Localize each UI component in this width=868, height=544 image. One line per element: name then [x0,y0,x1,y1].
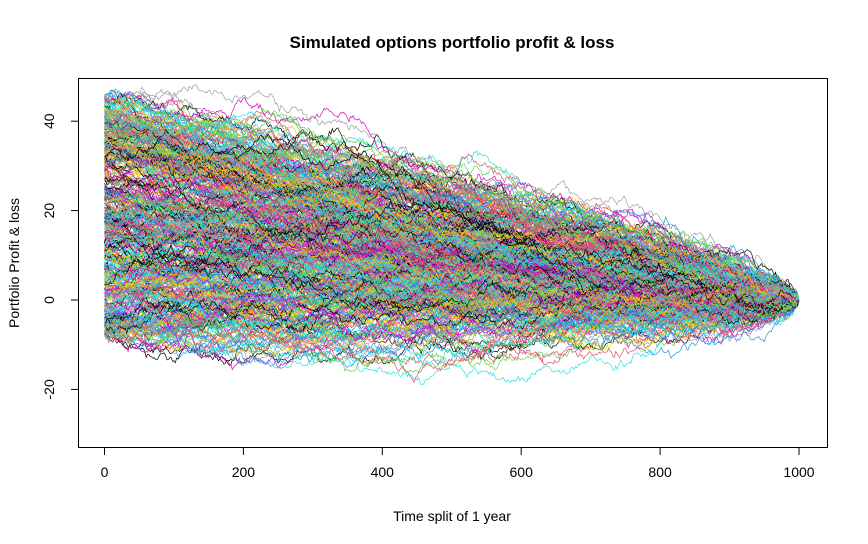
simulation-path [104,148,800,313]
simulation-path [104,176,799,314]
x-tick-label: 200 [232,464,256,480]
simulation-path [104,118,800,307]
simulation-path [104,191,800,306]
simulation-path [104,140,800,316]
simulation-path [104,107,800,301]
chart-title: Simulated options portfolio profit & los… [290,33,615,52]
x-tick-label: 0 [101,464,109,480]
simulation-path [104,222,800,313]
simulation-path [104,153,800,319]
simulation-path [104,292,800,331]
simulation-path [104,283,800,386]
y-tick-label: 20 [41,203,57,219]
simulation-path [104,217,800,343]
simulation-path [104,205,800,327]
x-tick-label: 400 [371,464,395,480]
simulation-path [104,164,800,305]
simulation-path [104,153,800,308]
simulation-path [104,112,800,302]
simulation-path [104,205,800,316]
simulation-path [104,190,800,307]
simulation-path [104,151,800,313]
simulation-path [104,279,800,362]
simulation-path [104,110,800,312]
x-tick-label: 800 [648,464,672,480]
simulation-path [104,135,800,305]
simulation-path [104,144,800,305]
simulation-path [104,133,800,309]
simulation-path [104,175,800,317]
y-tick-label: -20 [41,379,57,399]
y-axis: -20 0 20 40 [41,113,79,400]
x-axis: 0 200 400 600 800 1000 [101,447,815,480]
y-tick-label: 40 [41,113,57,129]
simulation-path [104,266,800,346]
simulation-path [104,286,800,359]
simulation-path [104,103,800,301]
simulation-path [104,145,800,305]
x-tick-label: 1000 [783,464,814,480]
y-axis-label: Portfolio Profit & loss [6,198,22,328]
simulation-path [104,296,800,371]
simulation-path [104,268,800,313]
simulation-path [104,268,800,333]
simulation-paths [104,84,800,386]
simulation-path [104,179,800,314]
x-tick-label: 600 [510,464,534,480]
simulation-path [104,262,800,328]
y-tick-label: 0 [41,296,57,304]
simulation-path [104,294,800,367]
simulation-path [104,175,800,307]
simulation-path [104,184,800,301]
simulation-path [104,92,800,303]
simulation-path [104,255,800,347]
simulation-path [104,209,800,305]
x-axis-label: Time split of 1 year [393,508,511,524]
simulation-path [104,111,800,305]
simulation-path [104,213,800,301]
simulation-path [104,237,800,312]
